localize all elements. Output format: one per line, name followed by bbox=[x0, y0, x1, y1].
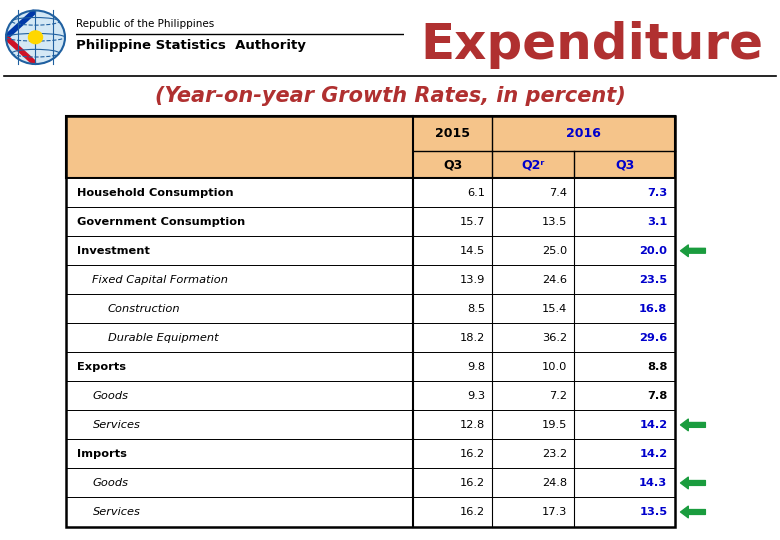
Text: 15.4: 15.4 bbox=[542, 304, 567, 314]
Text: 16.2: 16.2 bbox=[459, 449, 485, 459]
Circle shape bbox=[28, 31, 42, 44]
Text: 2016: 2016 bbox=[566, 127, 601, 140]
Text: Durable Equipment: Durable Equipment bbox=[108, 333, 218, 343]
Text: 13.9: 13.9 bbox=[459, 275, 485, 285]
Text: 25.0: 25.0 bbox=[542, 246, 567, 256]
Bar bbox=[66, 352, 675, 381]
Text: 6.1: 6.1 bbox=[467, 188, 485, 198]
Text: 14.3: 14.3 bbox=[639, 478, 668, 488]
Text: 9.8: 9.8 bbox=[466, 362, 485, 372]
Text: Imports: Imports bbox=[77, 449, 127, 459]
Text: 10.0: 10.0 bbox=[541, 362, 567, 372]
FancyArrowPatch shape bbox=[8, 39, 34, 62]
Text: 7.2: 7.2 bbox=[549, 391, 567, 401]
Text: 19.5: 19.5 bbox=[541, 420, 567, 430]
Text: Q2ʳ: Q2ʳ bbox=[522, 158, 545, 171]
Text: 16.8: 16.8 bbox=[639, 304, 668, 314]
Text: Investment: Investment bbox=[77, 246, 150, 256]
Text: 7.8: 7.8 bbox=[647, 391, 668, 401]
Text: 24.8: 24.8 bbox=[542, 478, 567, 488]
Text: 13.5: 13.5 bbox=[640, 507, 668, 517]
Text: Q3: Q3 bbox=[615, 158, 634, 171]
Text: 8.8: 8.8 bbox=[647, 362, 668, 372]
Bar bbox=[66, 178, 675, 207]
Bar bbox=[66, 497, 675, 526]
Text: Fixed Capital Formation: Fixed Capital Formation bbox=[93, 275, 229, 285]
Text: Construction: Construction bbox=[108, 304, 180, 314]
Bar bbox=[66, 116, 675, 178]
Text: 36.2: 36.2 bbox=[542, 333, 567, 343]
Bar bbox=[66, 265, 675, 294]
Text: 17.3: 17.3 bbox=[541, 507, 567, 517]
Text: Exports: Exports bbox=[77, 362, 126, 372]
Text: 7.3: 7.3 bbox=[647, 188, 668, 198]
Text: Services: Services bbox=[93, 507, 140, 517]
Text: Household Consumption: Household Consumption bbox=[77, 188, 234, 198]
Bar bbox=[66, 116, 675, 178]
Text: 9.3: 9.3 bbox=[466, 391, 485, 401]
Text: 2015: 2015 bbox=[435, 127, 470, 140]
Text: 13.5: 13.5 bbox=[541, 217, 567, 227]
Text: Q3: Q3 bbox=[443, 158, 463, 171]
Text: Philippine Statistics  Authority: Philippine Statistics Authority bbox=[76, 38, 307, 51]
Text: Republic of the Philippines: Republic of the Philippines bbox=[76, 19, 214, 29]
Bar bbox=[66, 440, 675, 468]
Text: 15.7: 15.7 bbox=[459, 217, 485, 227]
Text: (Year-on-year Growth Rates, in percent): (Year-on-year Growth Rates, in percent) bbox=[154, 86, 626, 106]
Text: 18.2: 18.2 bbox=[459, 333, 485, 343]
Bar bbox=[66, 323, 675, 352]
Text: 20.0: 20.0 bbox=[640, 246, 668, 256]
Bar bbox=[66, 237, 675, 265]
Bar bbox=[66, 410, 675, 440]
Text: 16.2: 16.2 bbox=[459, 478, 485, 488]
Text: 14.5: 14.5 bbox=[459, 246, 485, 256]
Text: 14.2: 14.2 bbox=[640, 449, 668, 459]
Text: 7.4: 7.4 bbox=[549, 188, 567, 198]
Text: 12.8: 12.8 bbox=[459, 420, 485, 430]
Text: 29.6: 29.6 bbox=[639, 333, 668, 343]
Text: 23.5: 23.5 bbox=[640, 275, 668, 285]
Text: 16.2: 16.2 bbox=[459, 507, 485, 517]
Text: Expenditure: Expenditure bbox=[420, 22, 763, 70]
Text: 8.5: 8.5 bbox=[466, 304, 485, 314]
Circle shape bbox=[6, 10, 65, 64]
Text: 3.1: 3.1 bbox=[647, 217, 668, 227]
Text: Government Consumption: Government Consumption bbox=[77, 217, 246, 227]
Bar bbox=[66, 207, 675, 237]
Bar bbox=[66, 468, 675, 497]
Text: 23.2: 23.2 bbox=[542, 449, 567, 459]
Bar bbox=[66, 294, 675, 323]
Text: 14.2: 14.2 bbox=[640, 420, 668, 430]
Text: Goods: Goods bbox=[93, 478, 129, 488]
Text: Services: Services bbox=[93, 420, 140, 430]
FancyArrowPatch shape bbox=[8, 12, 34, 36]
Text: 24.6: 24.6 bbox=[542, 275, 567, 285]
Bar bbox=[66, 381, 675, 410]
Text: Goods: Goods bbox=[93, 391, 129, 401]
